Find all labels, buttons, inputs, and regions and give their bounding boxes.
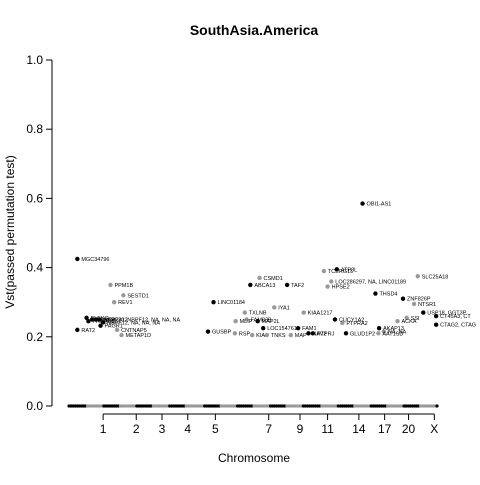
- point-label: IYA1: [278, 305, 290, 311]
- point-label: KIA: [256, 333, 265, 339]
- point-label: PTPRA2: [346, 321, 367, 327]
- x-axis-label: Chromosome: [218, 451, 290, 465]
- data-point: [285, 283, 289, 287]
- data-point: [243, 310, 247, 314]
- point-label: LOC154761: [267, 326, 297, 332]
- point-label: ABCA13: [254, 283, 275, 289]
- point-label: RSP: [239, 331, 251, 337]
- data-point: [377, 326, 381, 330]
- point-label: HPSE2: [332, 285, 350, 291]
- y-tick-label: 0.2: [26, 330, 43, 344]
- data-point: [121, 293, 125, 297]
- data-point: [421, 310, 425, 314]
- y-axis: 0.0 0.2 0.4 0.6 0.8 1.0: [26, 53, 52, 413]
- y-tick-label: 0.6: [26, 191, 43, 205]
- chart-title: SouthAsia.America: [190, 22, 319, 38]
- point-label: NTSR1: [418, 302, 436, 308]
- data-point: [272, 305, 276, 309]
- point-label: ATP8L: [341, 267, 357, 273]
- y-tick-label: 0.8: [26, 122, 43, 136]
- data-point: [401, 297, 405, 301]
- data-point: [250, 333, 254, 337]
- y-tick-label: 1.0: [26, 53, 43, 67]
- y-tick-label: 0.4: [26, 261, 43, 275]
- y-axis-label: Vst(passed permutation test): [3, 155, 17, 308]
- data-point: [395, 319, 399, 323]
- point-labels: MGC34796RAT2PLEKGPRKACBEPHA8LINC02812NBP…: [81, 202, 476, 339]
- point-label: RAT2: [81, 328, 95, 334]
- x-tick-label: 4: [184, 422, 191, 436]
- data-point: [75, 257, 79, 261]
- data-point: [322, 269, 326, 273]
- x-tick-label: 5: [212, 422, 219, 436]
- data-point: [108, 283, 112, 287]
- point-label: THSD4: [379, 292, 397, 298]
- x-tick-label: 14: [352, 422, 366, 436]
- point-label: NA, NA: [388, 330, 407, 336]
- data-point: [261, 326, 265, 330]
- data-point: [325, 284, 329, 288]
- x-tick-label: X: [430, 422, 438, 436]
- point-label: TNKS: [271, 333, 286, 339]
- point-label: CT45A3, CT: [440, 314, 471, 320]
- point-label: REV1: [118, 300, 132, 306]
- data-point: [289, 333, 293, 337]
- point-label: GLUD1P2: [350, 331, 375, 337]
- point-label: SSI: [411, 316, 420, 322]
- y-tick-label: 0.0: [26, 399, 43, 413]
- data-point: [75, 328, 79, 332]
- data-point: [333, 317, 337, 321]
- x-tick-label: 2: [133, 422, 140, 436]
- data-point: [301, 310, 305, 314]
- x-tick-label: 3: [159, 422, 166, 436]
- x-tick-label: 17: [378, 422, 392, 436]
- point-label: PPM1B: [114, 283, 133, 289]
- x-tick-label: 1: [100, 422, 107, 436]
- data-point: [344, 331, 348, 335]
- point-label: TXLNB: [249, 311, 267, 317]
- point-label: CSMD1: [264, 276, 283, 282]
- point-label: GUSBP: [212, 330, 232, 336]
- point-label: CTAG2, CTAG: [440, 323, 476, 329]
- point-label: PTPRJ: [317, 331, 335, 337]
- data-point: [233, 331, 237, 335]
- point-label: MAP: [295, 333, 307, 339]
- data-point: [360, 201, 364, 205]
- point-label: SESTD1: [127, 293, 148, 299]
- data-point: [233, 319, 237, 323]
- point-label: SLC25A18: [422, 274, 449, 280]
- point-label: MGC34796: [81, 257, 109, 263]
- x-tick-label: 11: [321, 422, 334, 436]
- data-point: [265, 333, 269, 337]
- data-point: [434, 322, 438, 326]
- data-point: [373, 291, 377, 295]
- x-axis: 1 2 3 4 5 7 9 11 14 17 20 X: [100, 414, 439, 436]
- x-tick-label: 20: [402, 422, 416, 436]
- point-label: OBI1-AS1: [367, 202, 392, 208]
- x-tick-label: 7: [265, 422, 272, 436]
- point-label: METAP1D: [126, 333, 152, 339]
- data-point: [112, 300, 116, 304]
- baseline-point: [435, 404, 438, 407]
- point-label: TAF2: [291, 283, 304, 289]
- data-point: [416, 274, 420, 278]
- data-point: [206, 329, 210, 333]
- point-label: PAGR1: [105, 324, 123, 330]
- point-label: LINC01184: [218, 300, 245, 306]
- data-point: [211, 300, 215, 304]
- data-point: [329, 279, 333, 283]
- x-tick-label: 9: [297, 422, 304, 436]
- baseline-points: [67, 404, 438, 407]
- point-label: KIAA1217: [308, 311, 333, 317]
- data-point: [376, 331, 380, 335]
- data-point: [248, 283, 252, 287]
- data-point: [257, 276, 261, 280]
- point-label: MAP2L: [262, 319, 280, 325]
